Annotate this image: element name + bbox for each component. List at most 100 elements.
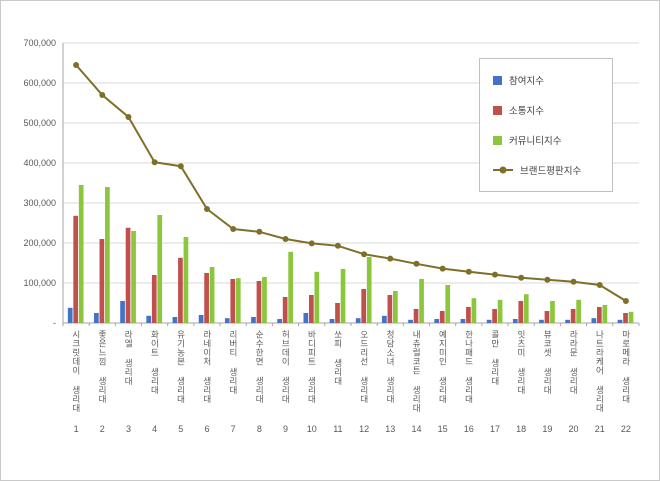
marker-brand-reputation [622, 298, 629, 304]
bar-communication [544, 311, 550, 323]
bar-community [576, 299, 581, 323]
legend-label-participation: 참여지수 [509, 76, 544, 87]
bar-participation [67, 307, 73, 323]
bar-participation [224, 318, 230, 323]
bar-participation [172, 317, 178, 323]
bar-communication [623, 313, 628, 323]
bar-community [602, 305, 608, 323]
legend-item-community: 커뮤니티지수 [493, 133, 608, 147]
bar-participation [120, 301, 125, 323]
bar-communication [178, 257, 183, 323]
bar-communication [387, 295, 393, 323]
legend-marker-dot [499, 166, 507, 174]
bar-community [445, 285, 451, 323]
legend-label-communication: 소통지수 [509, 106, 544, 117]
marker-brand-reputation [518, 274, 525, 281]
bar-communication [596, 307, 602, 323]
bar-community [497, 299, 503, 323]
marker-brand-reputation [177, 163, 184, 170]
bar-participation [408, 319, 413, 323]
marker-brand-reputation [282, 236, 289, 242]
bar-participation [539, 319, 544, 323]
legend-item-communication: 소통지수 [493, 103, 608, 117]
bar-participation [251, 317, 256, 323]
marker-brand-reputation [492, 271, 498, 278]
marker-brand-reputation [125, 114, 132, 120]
marker-brand-reputation [204, 206, 210, 212]
legend-item-participation: 참여지수 [493, 73, 608, 87]
bar-community [314, 271, 320, 323]
y-tick-label: 500,000 [23, 118, 56, 128]
y-tick-label: 600,000 [23, 78, 56, 88]
bar-communication [361, 289, 367, 323]
bar-community [78, 185, 84, 323]
bar-communication [466, 307, 471, 323]
legend-item-brand-reputation: 브랜드평판지수 [493, 163, 608, 177]
y-tick-label: 200,000 [23, 238, 56, 248]
bar-participation [486, 319, 492, 323]
legend-swatch-community [493, 135, 502, 145]
bar-participation [434, 319, 440, 323]
legend-label-community: 커뮤니티지수 [509, 136, 562, 147]
bar-community [105, 187, 110, 323]
marker-brand-reputation [151, 159, 158, 166]
y-tick-label: 400,000 [23, 158, 56, 168]
bar-community [550, 301, 555, 323]
marker-brand-reputation [387, 255, 394, 262]
bar-participation [277, 319, 282, 323]
marker-brand-reputation [334, 242, 341, 249]
bar-community [235, 278, 241, 323]
bar-community [419, 279, 424, 323]
bar-communication [125, 227, 131, 323]
bar-community [471, 298, 477, 323]
bar-communication [256, 281, 262, 323]
bar-communication [518, 301, 524, 323]
bar-communication [204, 273, 209, 323]
bar-community [340, 269, 346, 323]
y-tick-label: 100,000 [23, 278, 56, 288]
bar-participation [94, 313, 99, 323]
bar-communication [570, 309, 576, 323]
marker-brand-reputation [596, 282, 603, 288]
legend-label-brand-reputation: 브랜드평판지수 [520, 166, 582, 177]
bar-participation [198, 315, 204, 323]
bar-participation [617, 319, 623, 323]
bar-community [393, 291, 398, 323]
bar-participation [512, 319, 518, 323]
bar-participation [382, 315, 387, 323]
legend-swatch-participation [493, 75, 502, 85]
marker-brand-reputation [570, 278, 577, 285]
legend-swatch-communication [493, 105, 502, 115]
bar-communication [335, 303, 340, 323]
bar-communication [282, 297, 288, 323]
bar-community [288, 251, 293, 323]
marker-brand-reputation [544, 276, 551, 283]
marker-brand-reputation [308, 240, 315, 247]
bar-community [523, 294, 529, 323]
bar-community [209, 267, 215, 323]
bar-communication [492, 309, 497, 323]
bar-communication [230, 279, 236, 323]
bar-participation [146, 315, 152, 323]
bar-participation [355, 318, 361, 323]
marker-brand-reputation [413, 260, 420, 267]
bar-communication [151, 275, 157, 323]
bar-communication [73, 215, 79, 323]
marker-brand-reputation [361, 251, 368, 258]
bar-participation [303, 313, 309, 323]
bar-community [366, 257, 372, 323]
marker-brand-reputation [73, 62, 80, 68]
bar-community [628, 311, 634, 323]
y-tick-label: 300,000 [23, 198, 56, 208]
line-brand-reputation [75, 64, 627, 302]
marker-brand-reputation [465, 268, 472, 275]
marker-brand-reputation [256, 228, 263, 235]
bar-community [183, 237, 189, 323]
bar-participation [460, 319, 466, 323]
bar-communication [99, 239, 105, 323]
y-tick-label: - [53, 318, 56, 328]
marker-brand-reputation [439, 265, 446, 272]
bar-community [262, 277, 267, 323]
